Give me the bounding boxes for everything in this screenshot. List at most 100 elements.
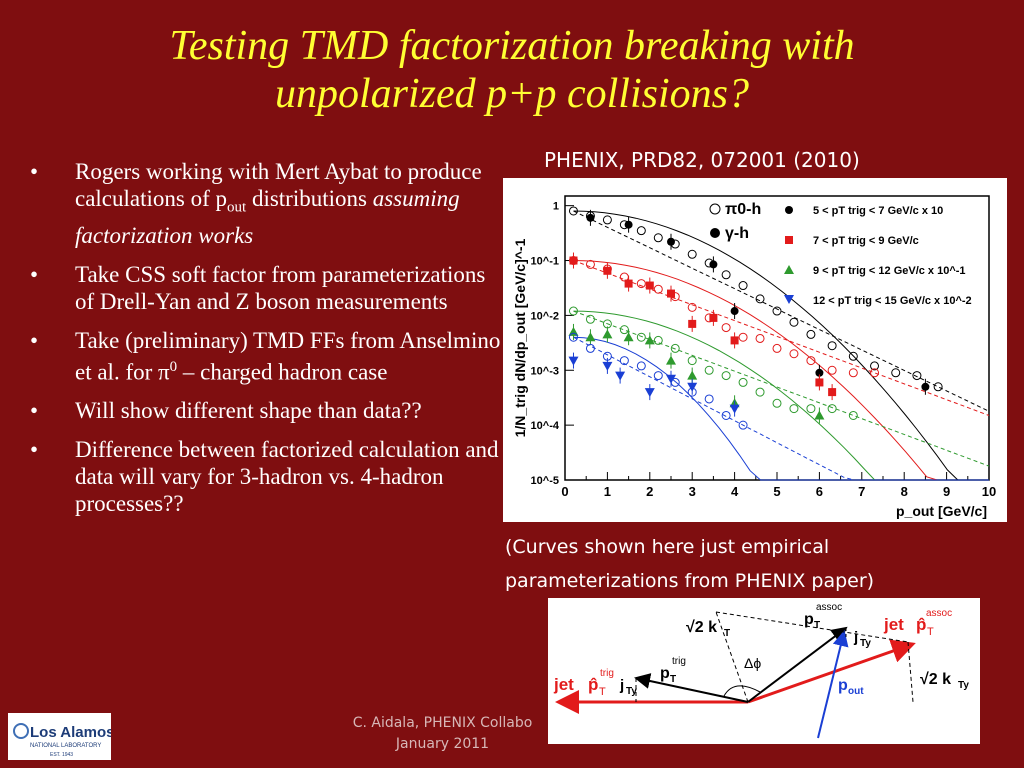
diagram-label-pt-assoc-hat: p̂ — [916, 615, 926, 634]
fit-curve-dashed — [573, 336, 989, 481]
fit-curve-solid — [573, 260, 989, 481]
x-tick-label: 4 — [731, 484, 739, 499]
data-point-pi0 — [738, 332, 748, 342]
data-point-pi0 — [636, 361, 646, 371]
data-point-pi0 — [870, 361, 880, 371]
bullet-text-cont: distributions — [246, 186, 373, 211]
x-tick-label: 10 — [982, 484, 996, 499]
legend-marker-label: γ-h — [725, 225, 749, 242]
data-point-pi0 — [687, 356, 697, 366]
data-point-pi0 — [891, 368, 901, 378]
data-point-pi0 — [933, 382, 943, 392]
data-point-pi0 — [848, 351, 858, 361]
data-point-pi0 — [653, 335, 663, 345]
x-tick-label: 1 — [604, 484, 611, 499]
diagram-label-jet-right: jet — [883, 615, 904, 634]
data-point-pi0 — [806, 329, 816, 339]
data-point-pi0 — [755, 387, 765, 397]
bullet-italic: assuming factorization works — [75, 186, 460, 248]
data-point-pi0 — [687, 249, 697, 259]
data-point-pi0 — [653, 371, 663, 381]
legend-bin-marker — [785, 206, 793, 214]
bullet-marker: • — [30, 261, 39, 287]
data-point-pi0 — [636, 279, 646, 289]
kinematics-diagram: jet p̂ T trig j Ty p T trig √2 k T Δϕ p … — [548, 598, 980, 744]
data-point-pi0 — [704, 365, 714, 375]
y-tick-label: 10^-2 — [531, 310, 559, 322]
data-point-pi0 — [738, 420, 748, 430]
data-point-pi0 — [568, 306, 578, 316]
diagram-label-pt-trig-sup: trig — [672, 656, 686, 667]
data-point-pi0 — [738, 377, 748, 387]
bullet-list: • Rogers working with Mert Aybat to prod… — [30, 158, 505, 529]
bullet-text-tail: – charged hadron case — [177, 359, 388, 385]
los-alamos-logo: Los Alamos NATIONAL LABORATORY EST. 1943 — [8, 713, 114, 760]
logo-svg: Los Alamos NATIONAL LABORATORY EST. 1943 — [13, 723, 114, 758]
bullet-marker: • — [30, 437, 39, 463]
data-point-pi0 — [870, 368, 880, 378]
legend-marker — [710, 228, 720, 238]
diagram-label-Ty-left: Ty — [626, 686, 637, 697]
data-point-pi0 — [827, 365, 837, 375]
data-point-pi0 — [789, 317, 799, 327]
diagram-label-kt: √2 k — [686, 619, 717, 636]
kty-dashed — [907, 641, 914, 703]
bullet-text: Take (preliminary) TMD FFs from Anselmin… — [75, 327, 501, 385]
bullet-item: • Rogers working with Mert Aybat to prod… — [30, 158, 505, 249]
legend-bin-label: 5 < pT trig < 7 GeV/c x 10 — [813, 205, 943, 217]
y-tick-label: 10^-5 — [531, 475, 559, 487]
pout-arrow — [817, 630, 849, 739]
fit-curve-dashed — [573, 260, 990, 416]
y-tick-label: 1 — [553, 201, 559, 213]
data-point-pi0 — [755, 294, 765, 304]
diagram-label-pout: p — [838, 677, 848, 694]
data-point-pi0 — [738, 281, 748, 291]
data-point-pi0 — [585, 343, 595, 353]
bullet-text: Will show different shape than data?? — [75, 398, 422, 424]
diagram-label-j-left: j — [619, 677, 624, 694]
logo-text: Los Alamos — [30, 724, 111, 741]
bullet-text: Rogers working with Mert Aybat to produc… — [75, 159, 482, 211]
data-point-pi0 — [772, 306, 782, 316]
diagram-label-Ty-right: Ty — [860, 638, 871, 649]
legend-bin-label: 7 < pT trig < 9 GeV/c — [813, 235, 919, 247]
x-tick-label: 6 — [816, 484, 823, 499]
curves-note: (Curves shown here just empirical parame… — [505, 536, 875, 592]
logo-emblem-icon — [13, 723, 29, 739]
data-point-pi0 — [912, 371, 922, 381]
footer-author: C. Aidala, PHENIX Collabo — [352, 715, 533, 731]
bullet-marker: • — [30, 398, 39, 424]
x-tick-label: 7 — [858, 484, 865, 499]
kt-dashed — [715, 611, 749, 703]
fit-curve-solid — [573, 336, 989, 481]
y-tick-label: 10^-1 — [531, 256, 559, 268]
assoc-jet-arrow — [747, 639, 916, 704]
data-point-pi0 — [619, 356, 629, 366]
legend-marker-label: π0-h — [725, 201, 761, 218]
superscript-zero: 0 — [169, 358, 178, 375]
diagram-label-hat-assoc-sup: assoc — [926, 608, 952, 619]
data-point-pi0 — [827, 341, 837, 351]
legend-bin-marker — [784, 295, 794, 304]
x-tick-label: 2 — [646, 484, 653, 499]
y-axis-label: 1/N_trig dN/dp_out [GeV/c]^-1 — [512, 238, 528, 437]
diagram-label-dphi: Δϕ — [744, 655, 761, 671]
legend-bin-label: 9 < pT trig < 12 GeV/c x 10^-1 — [813, 265, 966, 277]
x-tick-label: 5 — [773, 484, 780, 499]
bullet-text: Take CSS soft factor from parameterizati… — [75, 261, 486, 314]
data-point-pi0 — [721, 410, 731, 420]
diagram-label-pt-trig: p — [660, 665, 670, 682]
data-point-pi0 — [585, 259, 595, 269]
data-point-pi0 — [806, 356, 816, 366]
footer-date: January 2011 — [395, 736, 490, 752]
data-point-pi0 — [585, 314, 595, 324]
y-tick-label: 10^-3 — [531, 365, 559, 377]
top-dashed — [715, 611, 909, 643]
data-point-pi0 — [687, 302, 697, 312]
data-point-pi0 — [653, 284, 663, 294]
fit-curve-solid — [573, 310, 989, 481]
x-tick-label: 0 — [561, 484, 568, 499]
bullet-item: • Will show different shape than data?? — [30, 397, 505, 424]
fit-curve-dashed — [573, 310, 990, 467]
x-axis-label: p_out [GeV/c] — [896, 503, 987, 519]
